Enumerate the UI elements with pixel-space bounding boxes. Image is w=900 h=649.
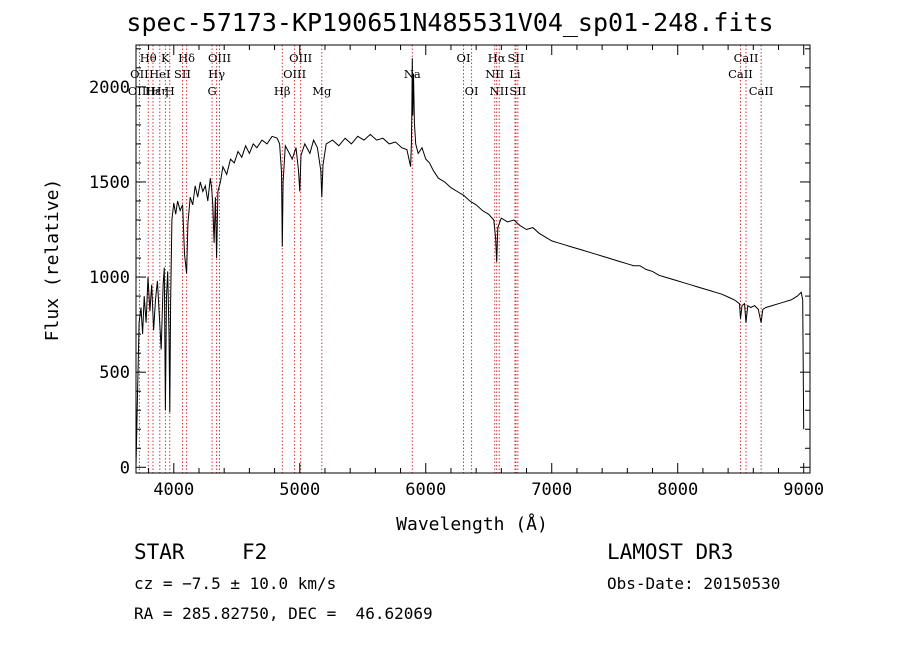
line-marker-label: Hγ [208,67,225,81]
y-tick-label: 1500 [89,173,130,193]
line-marker-label: NII [490,84,509,98]
x-axis-ticks: 4000 5000 6000 7000 8000 9000 [148,45,824,500]
x-tick-label: 6000 [405,480,446,500]
line-marker-label: HeI [149,67,170,81]
line-marker-label: Li [509,67,521,81]
line-marker-label: Mg [312,84,332,98]
line-marker-label: Hδ [178,51,195,65]
y-axis-ticks: 0 500 1000 1500 2000 [89,48,810,478]
line-marker-label: NII [485,67,504,81]
redshift-velocity: cz = −7.5 ± 10.0 km/s [134,574,337,593]
emission-line-labels: HθOIIOIIIHεKHeIHηHδSIIHOIIIHγGOIIIOIIIHβ… [128,51,774,98]
line-marker-label: OIII [283,67,306,81]
line-marker-label: SII [174,67,191,81]
y-axis-label: Flux (relative) [42,179,63,342]
line-marker-label: SII [509,84,526,98]
x-tick-label: 4000 [153,480,194,500]
survey-name: LAMOST DR3 [607,540,734,564]
observation-date: Obs-Date: 20150530 [607,574,781,593]
y-tick-label: 0 [120,458,130,478]
object-subclass: F2 [242,540,268,564]
x-tick-label: 8000 [657,480,698,500]
emission-line-markers [138,45,762,473]
chart-title: spec-57173-KP190651N485531V04_sp01-248.f… [126,8,774,37]
y-tick-label: 1000 [89,268,130,288]
y-tick-label: 500 [99,363,130,383]
object-class: STAR [134,540,185,564]
sky-coordinates: RA = 285.82750, DEC = 46.62069 [134,604,433,623]
spectrum-line [135,58,805,468]
line-marker-label: CaII [749,84,774,98]
line-marker-label: OIII [128,84,151,98]
line-marker-label: OIII [289,51,312,65]
line-marker-label: CaII [728,67,753,81]
line-marker-label: H [165,84,175,98]
line-marker-label: OI [457,51,471,65]
line-marker-label: OI [465,84,479,98]
line-marker-label: OIII [208,51,231,65]
y-tick-label: 2000 [89,78,130,98]
line-marker-label: OII [130,67,149,81]
line-marker-label: Hα [488,51,506,65]
line-marker-label: Hβ [274,84,291,98]
plot-frame [135,44,811,474]
line-marker-label: Hη [151,84,168,98]
line-marker-label: Hε [145,84,161,98]
line-marker-label: G [207,84,216,98]
x-tick-label: 7000 [531,480,572,500]
line-marker-label: K [161,51,170,65]
line-marker-label: Hθ [140,51,157,65]
x-tick-label: 5000 [279,480,320,500]
x-tick-label: 9000 [783,480,824,500]
line-marker-label: SII [507,51,524,65]
x-axis-label: Wavelength (Å) [396,513,548,535]
line-marker-label: CaII [734,51,759,65]
